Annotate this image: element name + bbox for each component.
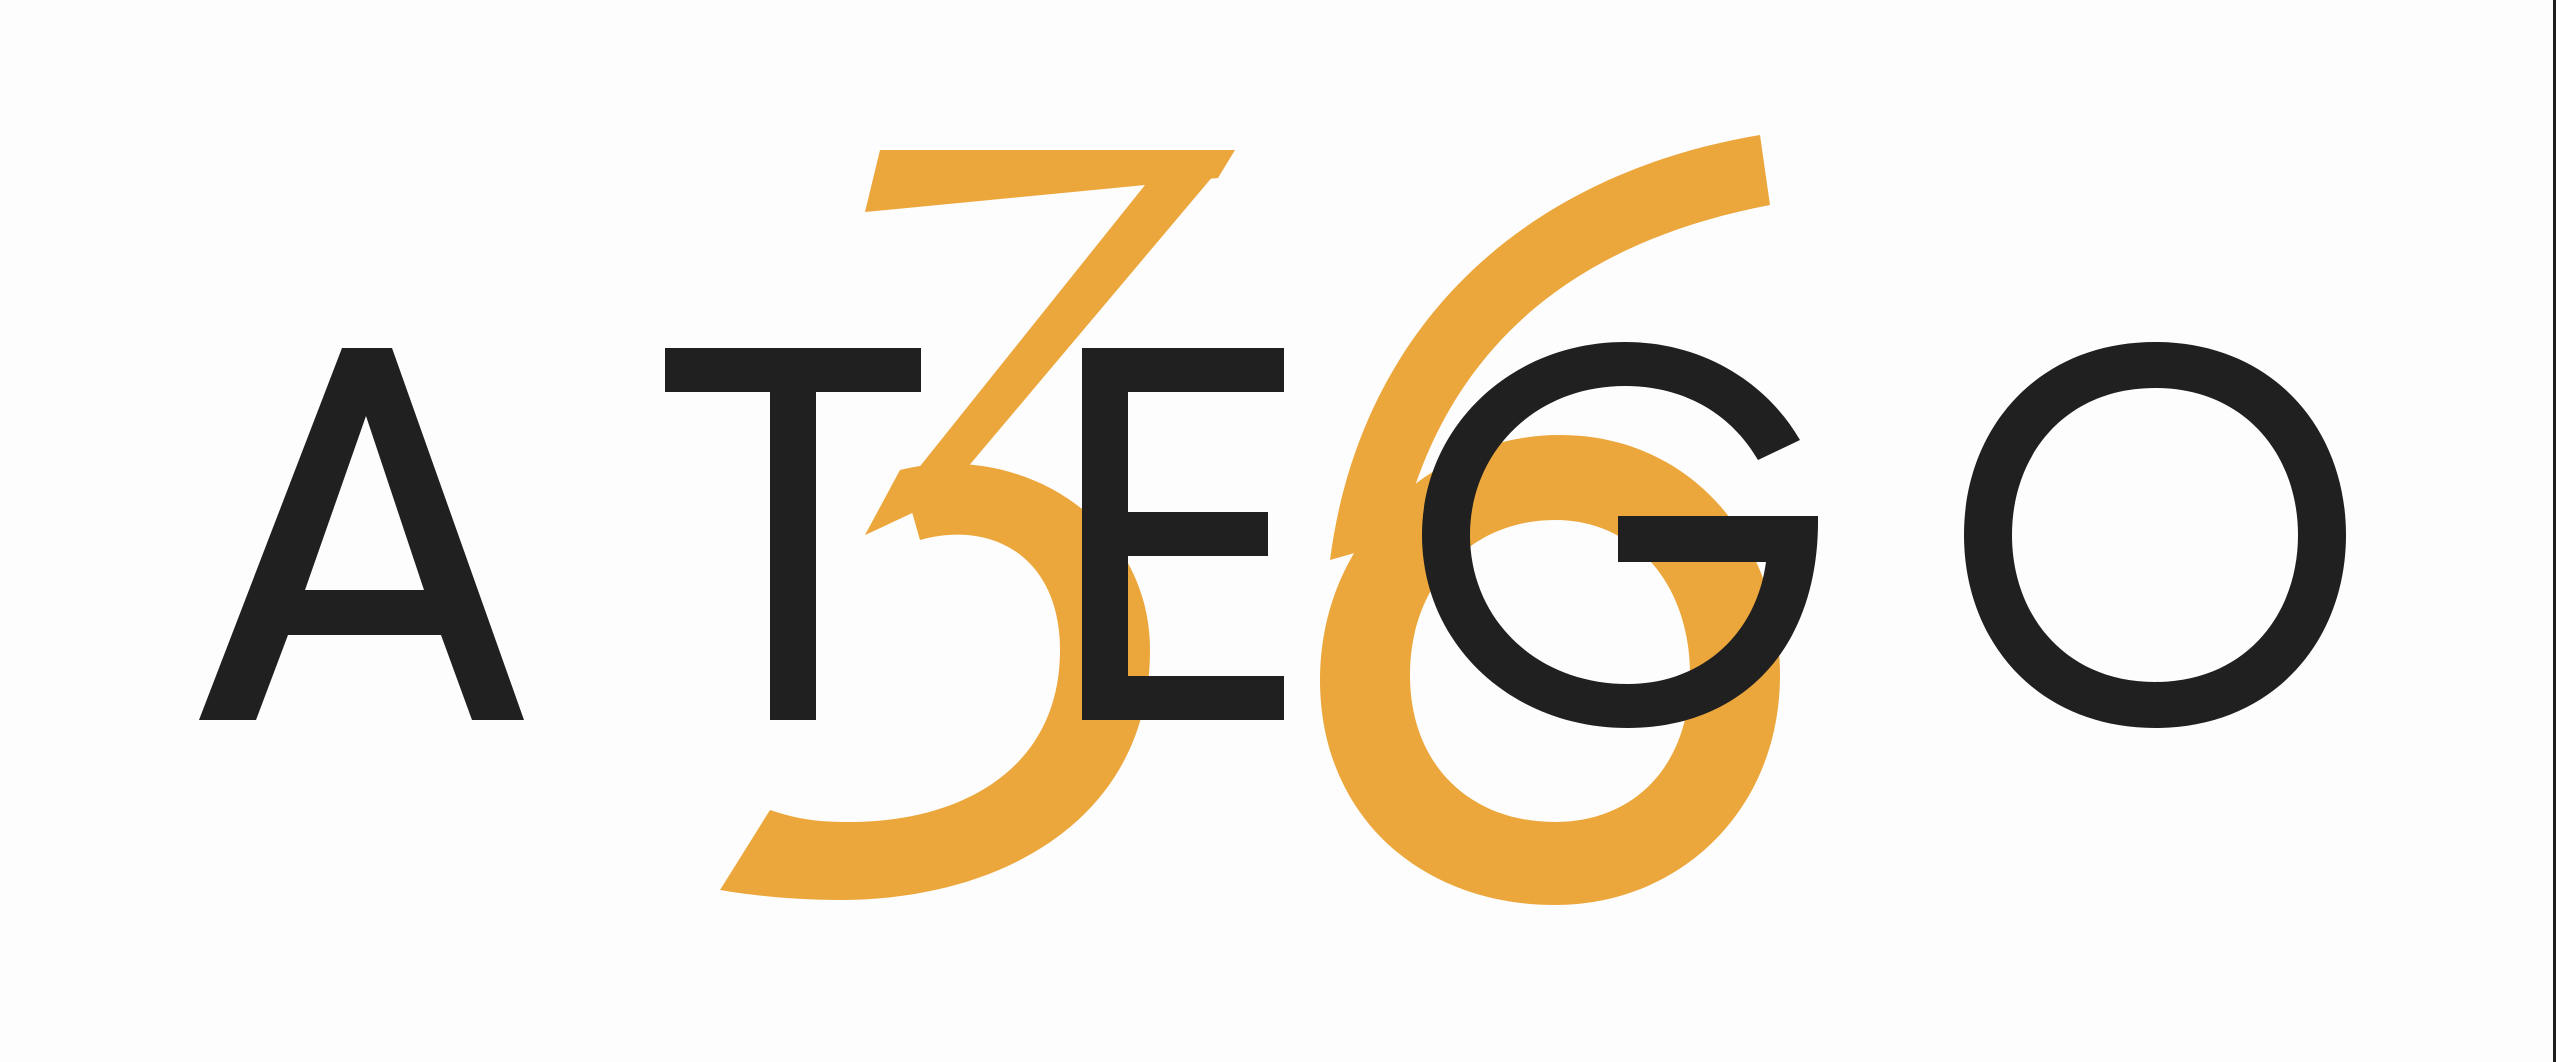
logo-letter-t (665, 348, 921, 720)
logo-letter-a (199, 348, 524, 720)
logo-letter-g (1422, 342, 1819, 728)
right-border (2553, 0, 2556, 1062)
logo-digit-3 (720, 150, 1235, 900)
logo-letter-e (1082, 348, 1284, 720)
logo-letter-o (1964, 342, 2346, 728)
logo-wordmark-atego (199, 342, 2346, 728)
